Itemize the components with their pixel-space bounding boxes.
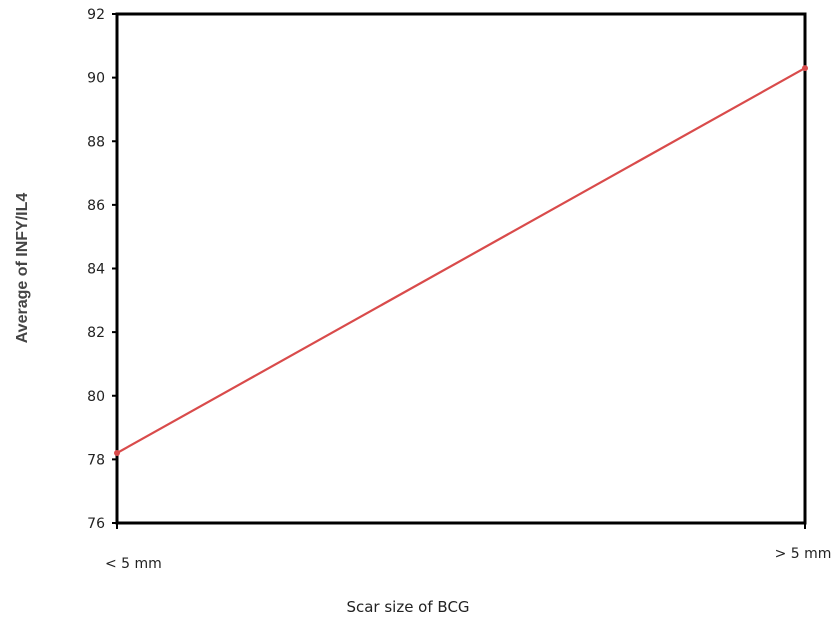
y-tick-label: 78 <box>87 452 105 468</box>
y-axis-title: Average of INFY/IL4 <box>14 193 31 344</box>
y-tick-label: 80 <box>87 389 105 405</box>
y-tick-label: 92 <box>87 7 105 23</box>
y-tick-label: 76 <box>87 516 105 532</box>
x-category-label: < 5 mm <box>105 556 162 572</box>
series-line <box>116 67 806 454</box>
x-axis-ticks: < 5 mm > 5 mm <box>105 523 831 572</box>
data-point <box>114 450 120 457</box>
x-category-label: > 5 mm <box>775 546 832 562</box>
series-group <box>114 65 808 457</box>
y-tick-label: 88 <box>87 134 105 150</box>
y-axis-ticks: 76 78 80 82 84 86 88 90 92 <box>87 7 117 532</box>
x-axis-title: Scar size of BCG <box>346 598 469 616</box>
y-tick-label: 84 <box>87 262 105 278</box>
y-tick-label: 82 <box>87 325 105 341</box>
data-point <box>802 65 808 72</box>
y-tick-label: 90 <box>87 71 105 87</box>
y-tick-label: 86 <box>87 198 105 214</box>
plot-area-frame <box>115 12 807 525</box>
